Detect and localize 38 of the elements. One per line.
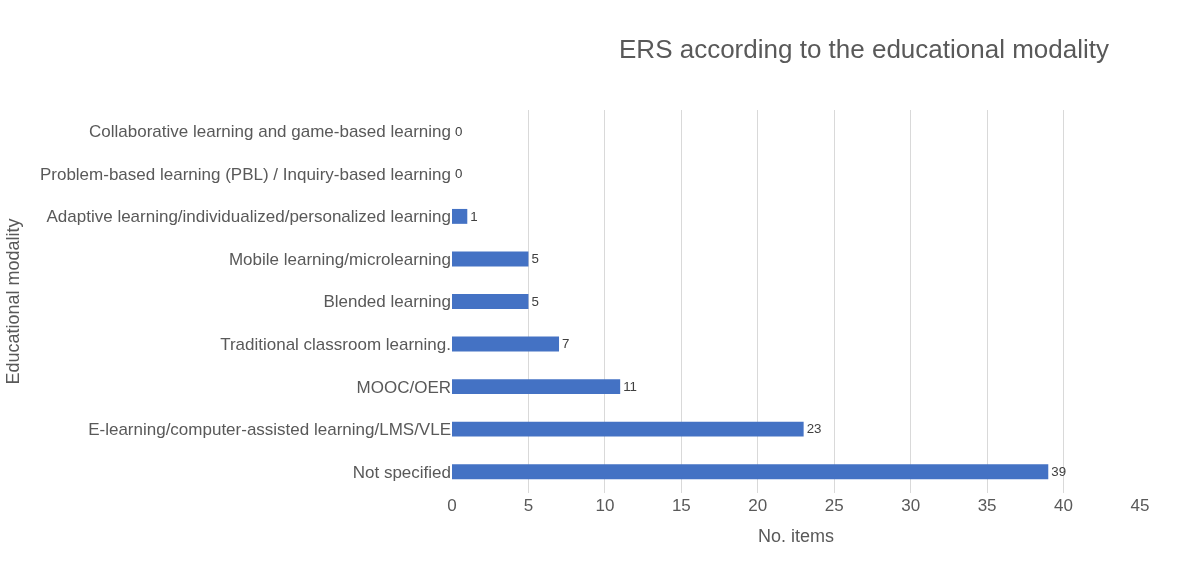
x-tick-label: 10 (595, 496, 615, 515)
x-tick-label: 40 (1054, 496, 1074, 515)
bar (452, 336, 560, 352)
y-tick-label: Collaborative learning and game-based learning (89, 122, 451, 142)
bar (452, 464, 1049, 480)
x-axis-title: No. items (757, 526, 835, 547)
data-label: 0 (455, 123, 463, 139)
x-tick-label: 15 (671, 496, 691, 515)
y-tick-label: Traditional classroom learning. (220, 335, 451, 355)
bar (452, 208, 468, 224)
data-label: 5 (531, 251, 539, 267)
chart-title: ERS according to the educational modality (619, 33, 1109, 64)
bar (452, 251, 529, 267)
bar (452, 379, 621, 395)
x-tick-label: 0 (447, 496, 457, 515)
y-tick-label: Mobile learning/microlearning (228, 249, 451, 269)
y-tick-label: MOOC/OER (356, 377, 451, 397)
x-tick-label: 20 (748, 496, 768, 515)
data-label: 23 (806, 421, 822, 437)
x-tick-label: 5 (523, 496, 534, 515)
y-tick-label: Not specified (352, 462, 451, 482)
x-tick-label: 45 (1130, 496, 1150, 515)
y-tick-label: Adaptive learning/individualized/personalized learning (46, 207, 451, 227)
y-tick-label: E-learning/computer-assisted learning/LMS/VLE (88, 420, 451, 440)
data-label: 0 (455, 166, 463, 182)
y-tick-label: Problem-based learning (PBL) / Inquiry-based learning (39, 164, 451, 184)
x-tick-label: 30 (901, 496, 921, 515)
bar (452, 294, 529, 309)
data-label: 7 (562, 336, 570, 352)
y-axis-title: Educational modality (3, 218, 24, 385)
x-tick-label: 35 (977, 496, 997, 515)
data-label: 11 (623, 378, 638, 394)
data-label: 1 (470, 208, 478, 224)
data-label: 39 (1051, 464, 1067, 480)
x-tick-label: 25 (824, 496, 844, 515)
bar (452, 421, 804, 437)
y-tick-label: Blended learning (323, 292, 451, 312)
data-label: 5 (531, 293, 539, 309)
